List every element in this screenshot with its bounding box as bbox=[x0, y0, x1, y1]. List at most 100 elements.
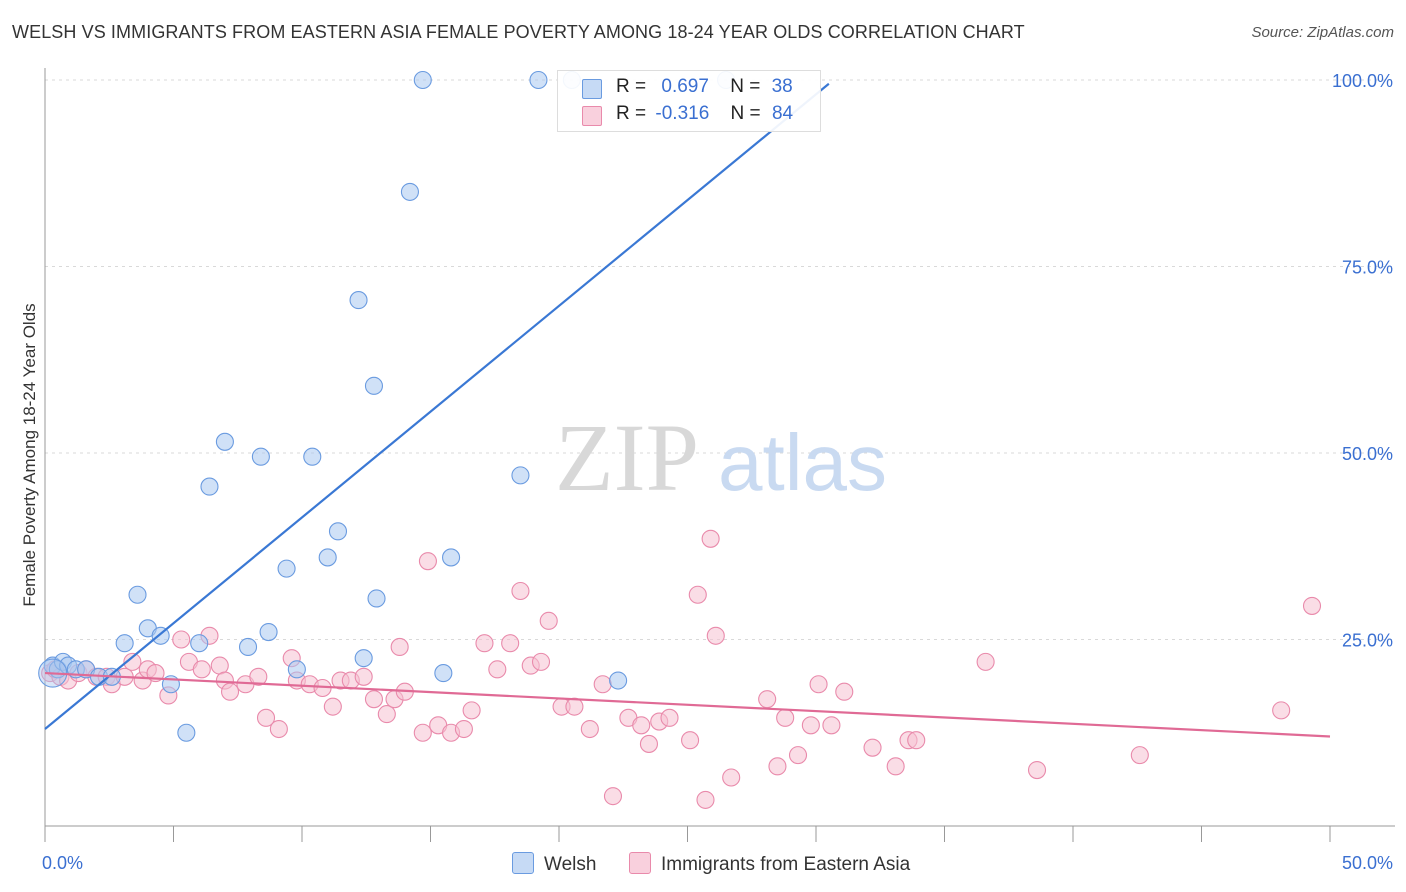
immigrants-point bbox=[681, 731, 700, 750]
x-tick-label: 50.0% bbox=[1342, 853, 1393, 873]
welsh-point bbox=[529, 70, 548, 90]
immigrants-point bbox=[565, 697, 584, 716]
immigrants-n-value: 84 bbox=[771, 103, 794, 124]
welsh-point bbox=[328, 522, 348, 541]
immigrants-point bbox=[758, 690, 777, 709]
immigrants-point bbox=[364, 690, 384, 709]
y-tick-label: 100.0% bbox=[1332, 71, 1393, 91]
immigrants-point bbox=[639, 734, 659, 753]
immigrants-point bbox=[377, 705, 396, 724]
welsh-point bbox=[259, 622, 278, 642]
bottom-legend-immigrants: Immigrants from Eastern Asia bbox=[629, 852, 910, 876]
immigrants-point bbox=[706, 626, 725, 645]
welsh-point bbox=[413, 70, 432, 90]
immigrants-point bbox=[809, 675, 828, 694]
immigrants-point bbox=[822, 716, 841, 735]
welsh-point bbox=[367, 589, 386, 608]
immigrants-point bbox=[688, 585, 707, 604]
bottom-legend-welsh: Welsh bbox=[512, 852, 596, 876]
immigrants-point bbox=[1130, 746, 1149, 765]
immigrants-point bbox=[886, 757, 905, 776]
welsh-point bbox=[511, 466, 530, 485]
immigrants-point bbox=[1272, 701, 1291, 720]
tick-labels: 25.0% 50.0% 75.0% 100.0% 0.0% 50.0% bbox=[42, 71, 1393, 873]
immigrants-point bbox=[462, 701, 481, 720]
watermark: ZIP atlas bbox=[555, 404, 887, 511]
immigrants-point bbox=[1302, 596, 1322, 615]
welsh-points bbox=[38, 70, 736, 742]
welsh-point bbox=[349, 291, 368, 310]
immigrants-point bbox=[632, 716, 651, 735]
immigrants-point bbox=[249, 667, 268, 686]
immigrants-point bbox=[501, 634, 520, 653]
immigrants-point bbox=[863, 738, 882, 757]
welsh-point bbox=[128, 585, 147, 604]
y-tick-label: 75.0% bbox=[1342, 258, 1393, 278]
welsh-swatch bbox=[582, 79, 602, 99]
immigrants-point bbox=[123, 652, 142, 671]
welsh-point bbox=[303, 447, 322, 466]
immigrants-point bbox=[172, 630, 191, 649]
immigrants-point bbox=[269, 719, 288, 739]
immigrants-point bbox=[354, 667, 373, 686]
grid-lines bbox=[45, 79, 1395, 640]
immigrants-point bbox=[256, 708, 276, 727]
welsh-point bbox=[609, 671, 628, 690]
bottom-welsh-label: Welsh bbox=[544, 854, 597, 875]
immigrants-point bbox=[1027, 760, 1047, 780]
immigrants-point bbox=[768, 757, 787, 776]
watermark-atlas: atlas bbox=[718, 418, 887, 507]
immigrants-n-label: N = bbox=[730, 103, 761, 124]
immigrants-point bbox=[192, 660, 211, 679]
immigrants-point bbox=[593, 675, 612, 694]
welsh-point bbox=[115, 634, 134, 653]
source-label: Source: ZipAtlas.com bbox=[1251, 24, 1394, 41]
immigrants-points bbox=[41, 529, 1322, 809]
correlation-legend: R = 0.697 N = 38 R = -0.316 N = 84 bbox=[557, 70, 821, 132]
immigrants-point bbox=[413, 723, 432, 742]
welsh-point bbox=[434, 664, 453, 683]
immigrants-point bbox=[488, 660, 507, 679]
immigrants-point bbox=[390, 637, 409, 657]
welsh-point bbox=[177, 723, 196, 742]
welsh-point bbox=[354, 649, 373, 668]
immigrants-point bbox=[907, 731, 926, 750]
immigrants-point bbox=[539, 611, 558, 630]
welsh-point bbox=[400, 182, 419, 201]
immigrants-point bbox=[511, 581, 530, 601]
chart-title: WELSH VS IMMIGRANTS FROM EASTERN ASIA FE… bbox=[12, 22, 1025, 42]
y-axis-label: Female Poverty Among 18-24 Year Olds bbox=[20, 303, 39, 606]
welsh-point bbox=[287, 660, 306, 679]
welsh-point bbox=[442, 548, 461, 567]
welsh-point bbox=[215, 432, 234, 451]
immigrants-point bbox=[976, 652, 995, 671]
axes bbox=[44, 68, 1395, 842]
bottom-welsh-swatch bbox=[512, 852, 534, 874]
immigrants-point bbox=[475, 634, 494, 653]
immigrants-point bbox=[696, 790, 715, 809]
immigrants-r-label: R = bbox=[616, 103, 647, 124]
bottom-immigrants-label: Immigrants from Eastern Asia bbox=[661, 854, 911, 875]
immigrants-point bbox=[603, 787, 623, 806]
welsh-r-value: 0.697 bbox=[661, 76, 709, 97]
trend-lines bbox=[44, 82, 1331, 738]
immigrants-point bbox=[660, 708, 679, 727]
welsh-point bbox=[190, 634, 209, 653]
watermark-zip: ZIP bbox=[555, 404, 699, 511]
immigrants-point bbox=[776, 708, 795, 727]
welsh-point bbox=[200, 477, 219, 496]
welsh-n-value: 38 bbox=[771, 76, 793, 97]
bottom-immigrants-swatch bbox=[629, 852, 651, 874]
immigrants-point bbox=[531, 652, 551, 671]
immigrants-point bbox=[722, 768, 741, 787]
welsh-point bbox=[238, 637, 258, 657]
welsh-point bbox=[364, 376, 384, 395]
welsh-n-label: N = bbox=[730, 76, 761, 97]
immigrants-point bbox=[835, 682, 854, 701]
welsh-trend-line bbox=[44, 82, 830, 730]
immigrants-swatch bbox=[582, 106, 602, 126]
immigrants-point bbox=[220, 682, 240, 701]
immigrants-point bbox=[454, 719, 473, 739]
immigrants-point bbox=[418, 552, 437, 571]
